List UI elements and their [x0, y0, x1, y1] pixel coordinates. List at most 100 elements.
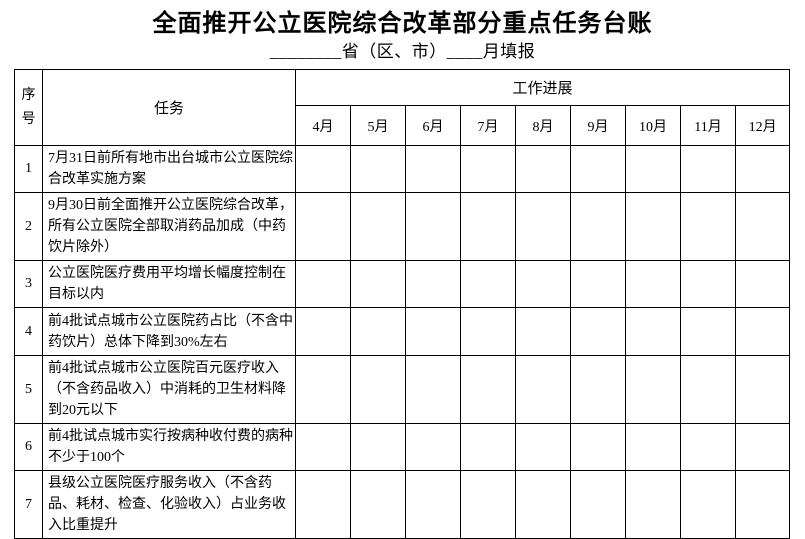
row-index: 5	[14, 355, 43, 424]
progress-cell	[625, 470, 681, 539]
progress-cell	[734, 355, 791, 424]
month-header-apr: 4月	[295, 105, 351, 146]
table-row: 2 9月30日前全面推开公立医院综合改革，所有公立医院全部取消药品加成（中药饮片…	[14, 192, 791, 261]
progress-cell	[515, 470, 571, 539]
progress-cell	[405, 192, 461, 261]
row-index: 7	[14, 470, 43, 539]
progress-cell	[350, 307, 406, 356]
progress-cell	[295, 355, 351, 424]
progress-cell	[570, 260, 626, 308]
progress-cell	[350, 470, 406, 539]
progress-cell	[515, 192, 571, 261]
progress-cell	[295, 145, 351, 193]
progress-cell	[680, 470, 736, 539]
table-row: 7 县级公立医院医疗服务收入（不含药品、耗材、检查、化验收入）占业务收入比重提升	[14, 470, 791, 539]
progress-cell	[515, 355, 571, 424]
row-index: 3	[14, 260, 43, 308]
progress-cell	[350, 260, 406, 308]
progress-cell	[734, 423, 791, 471]
task-ledger-table: 序号 任务 工作进展 4月 5月 6月 7月 8月 9月 10月 11月 12月…	[14, 69, 791, 539]
progress-cell	[460, 470, 516, 539]
page-subtitle: ________省（区、市）____月填报	[269, 42, 536, 61]
progress-cell	[295, 307, 351, 356]
month-header-oct: 10月	[625, 105, 681, 146]
progress-cell	[295, 423, 351, 471]
progress-cell	[515, 307, 571, 356]
progress-cell	[734, 145, 791, 193]
task-column-header: 任务	[42, 69, 296, 146]
progress-cell	[295, 470, 351, 539]
task-cell: 9月30日前全面推开公立医院综合改革，所有公立医院全部取消药品加成（中药饮片除外…	[42, 192, 296, 261]
table-row: 6 前4批试点城市实行按病种收付费的病种不少于100个	[14, 423, 791, 471]
month-header-aug: 8月	[515, 105, 571, 146]
month-header-sep: 9月	[570, 105, 626, 146]
month-header-dec: 12月	[734, 105, 791, 146]
task-cell: 县级公立医院医疗服务收入（不含药品、耗材、检查、化验收入）占业务收入比重提升	[42, 470, 296, 539]
progress-cell	[734, 260, 791, 308]
progress-cell	[570, 355, 626, 424]
progress-cell	[460, 423, 516, 471]
progress-cell	[515, 260, 571, 308]
progress-group-header: 工作进展	[294, 69, 791, 106]
document-page: 全面推开公立医院综合改革部分重点任务台账 ________省（区、市）____月…	[14, 11, 791, 539]
progress-cell	[405, 470, 461, 539]
progress-cell	[405, 355, 461, 424]
progress-cell	[680, 307, 736, 356]
progress-cell	[680, 192, 736, 261]
row-index: 6	[14, 423, 43, 471]
table-row: 5 前4批试点城市公立医院百元医疗收入（不含药品收入）中消耗的卫生材料降到20元…	[14, 355, 791, 424]
progress-cell	[460, 145, 516, 193]
progress-cell	[405, 423, 461, 471]
progress-cell	[734, 470, 791, 539]
progress-cell	[515, 423, 571, 471]
progress-cell	[625, 192, 681, 261]
progress-cell	[350, 192, 406, 261]
progress-cell	[625, 355, 681, 424]
month-header-jun: 6月	[405, 105, 461, 146]
task-cell: 7月31日前所有地市出台城市公立医院综合改革实施方案	[42, 145, 296, 193]
index-column-header: 序号	[14, 69, 43, 146]
progress-cell	[350, 145, 406, 193]
progress-cell	[295, 192, 351, 261]
progress-cell	[570, 192, 626, 261]
row-index: 4	[14, 307, 43, 356]
month-header-jul: 7月	[460, 105, 516, 146]
table-row: 3 公立医院医疗费用平均增长幅度控制在目标以内	[14, 260, 791, 308]
progress-cell	[405, 260, 461, 308]
progress-cell	[625, 145, 681, 193]
progress-cell	[625, 423, 681, 471]
table-row: 4 前4批试点城市公立医院药占比（不含中药饮片）总体下降到30%左右	[14, 307, 791, 356]
progress-cell	[460, 260, 516, 308]
task-cell: 前4批试点城市实行按病种收付费的病种不少于100个	[42, 423, 296, 471]
progress-cell	[570, 423, 626, 471]
progress-cell	[460, 355, 516, 424]
progress-cell	[680, 355, 736, 424]
progress-cell	[734, 192, 791, 261]
progress-cell	[295, 260, 351, 308]
header-row-months: 4月 5月 6月 7月 8月 9月 10月 11月 12月	[15, 105, 791, 146]
table-row: 1 7月31日前所有地市出台城市公立医院综合改革实施方案	[14, 145, 791, 193]
progress-cell	[625, 260, 681, 308]
progress-cell	[625, 307, 681, 356]
month-header-nov: 11月	[680, 105, 736, 146]
progress-cell	[734, 307, 791, 356]
progress-cell	[680, 423, 736, 471]
progress-cell	[405, 145, 461, 193]
progress-cell	[350, 423, 406, 471]
progress-cell	[680, 260, 736, 308]
progress-cell	[570, 145, 626, 193]
page-title: 全面推开公立医院综合改革部分重点任务台账	[152, 11, 653, 37]
task-cell: 前4批试点城市公立医院百元医疗收入（不含药品收入）中消耗的卫生材料降到20元以下	[42, 355, 296, 424]
progress-cell	[350, 355, 406, 424]
task-cell: 公立医院医疗费用平均增长幅度控制在目标以内	[42, 260, 296, 308]
progress-cell	[460, 307, 516, 356]
header-row-top: 序号 任务 工作进展	[14, 69, 791, 146]
month-header-may: 5月	[350, 105, 406, 146]
progress-cell	[570, 470, 626, 539]
row-index: 2	[14, 192, 43, 261]
task-cell: 前4批试点城市公立医院药占比（不含中药饮片）总体下降到30%左右	[42, 307, 296, 356]
progress-cell	[680, 145, 736, 193]
progress-cell	[515, 145, 571, 193]
progress-cell	[405, 307, 461, 356]
row-index: 1	[14, 145, 43, 193]
